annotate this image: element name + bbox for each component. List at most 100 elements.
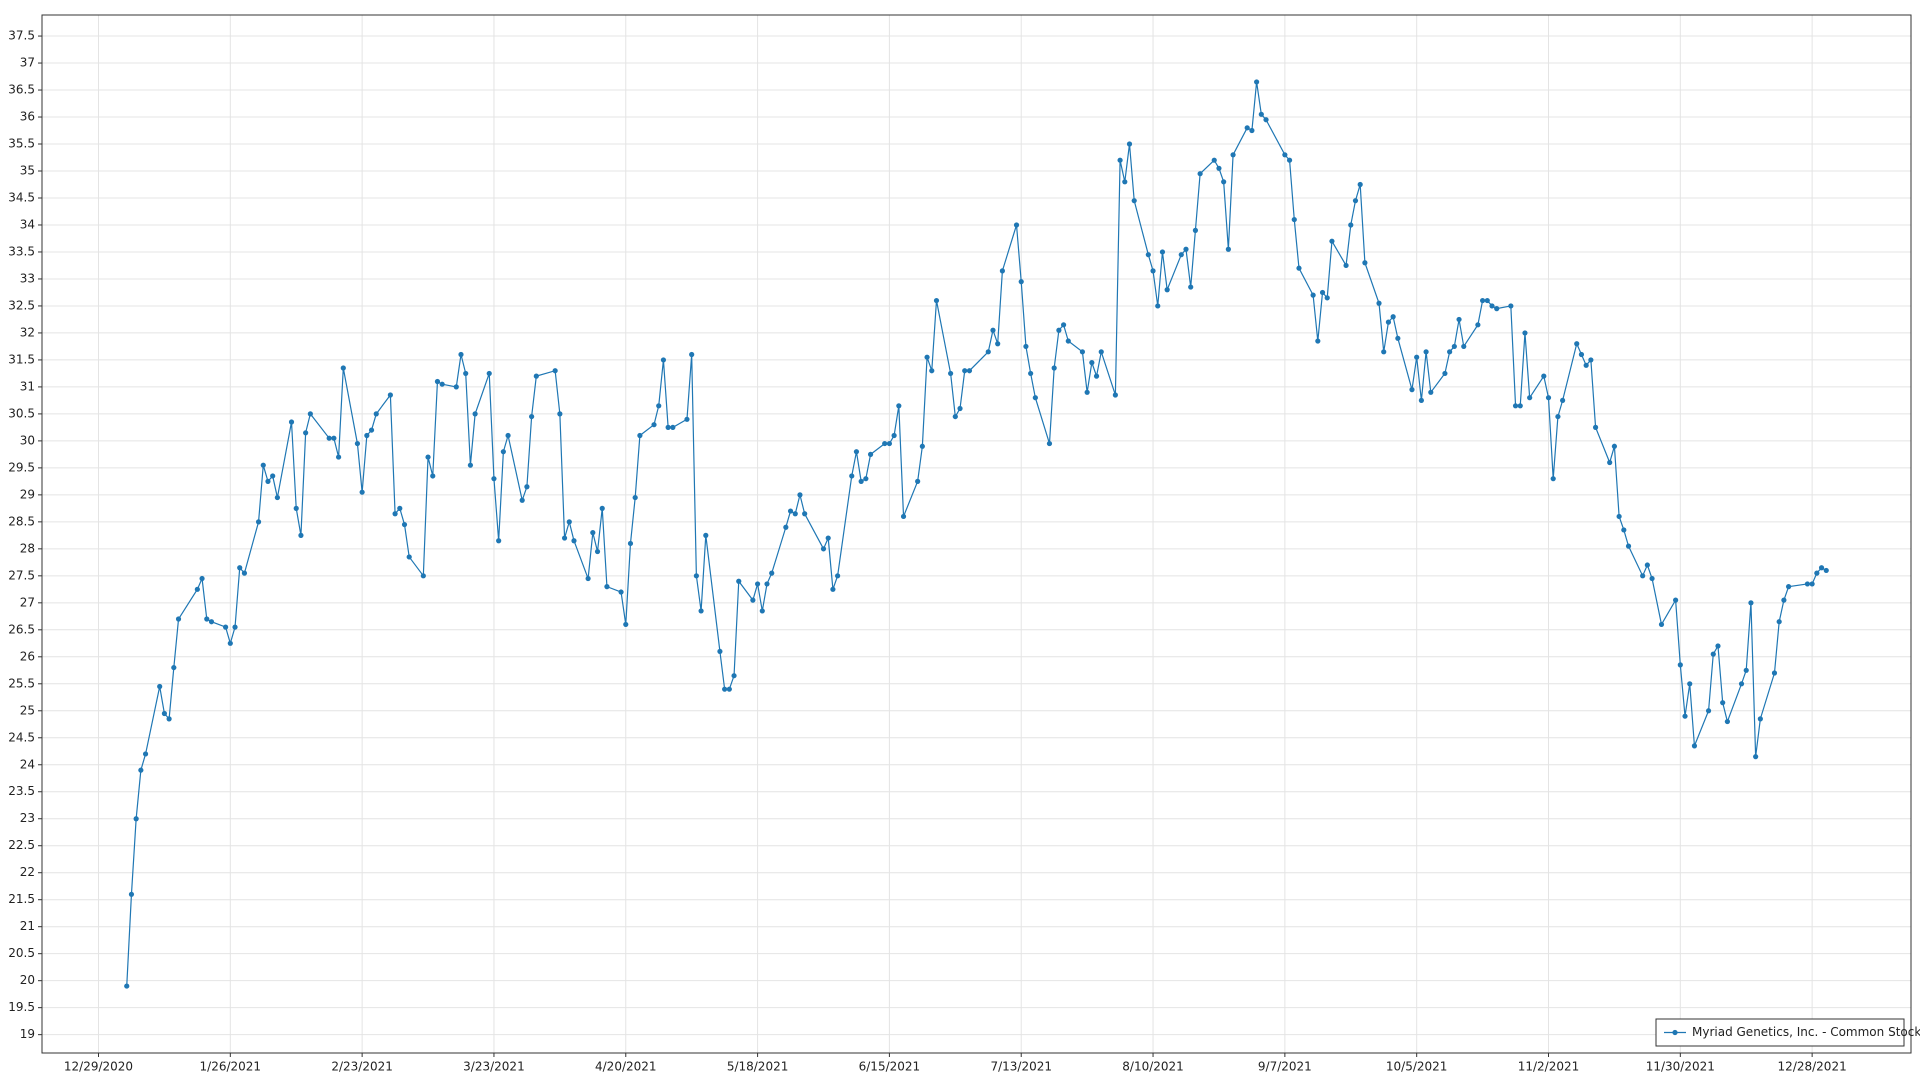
point bbox=[802, 511, 808, 517]
point bbox=[255, 519, 262, 525]
y-tick-label: 21 bbox=[20, 919, 35, 933]
point bbox=[1461, 343, 1467, 350]
point bbox=[637, 432, 643, 439]
point bbox=[1583, 362, 1589, 368]
point bbox=[929, 368, 935, 374]
point bbox=[1263, 117, 1269, 123]
point bbox=[1178, 252, 1184, 258]
point bbox=[698, 608, 704, 614]
y-tick-label: 31.5 bbox=[8, 352, 35, 366]
point bbox=[867, 451, 874, 457]
point bbox=[124, 983, 130, 989]
point bbox=[769, 570, 775, 576]
point bbox=[1517, 403, 1523, 409]
point bbox=[467, 462, 474, 468]
point bbox=[331, 435, 337, 441]
y-tick-label: 33.5 bbox=[8, 244, 35, 258]
point bbox=[1625, 543, 1632, 549]
point bbox=[1013, 222, 1020, 228]
x-tick-label: 7/13/2021 bbox=[990, 1060, 1052, 1074]
point bbox=[820, 546, 827, 552]
point bbox=[1376, 300, 1382, 306]
point bbox=[387, 392, 393, 398]
point bbox=[1093, 373, 1100, 379]
point bbox=[401, 521, 408, 528]
point bbox=[726, 686, 732, 692]
point bbox=[359, 489, 365, 495]
point bbox=[1527, 395, 1533, 401]
y-tick-label: 20.5 bbox=[8, 946, 35, 960]
point bbox=[1738, 681, 1745, 687]
point bbox=[919, 443, 925, 449]
y-tick-label: 29.5 bbox=[8, 460, 35, 474]
point bbox=[731, 673, 737, 679]
point bbox=[783, 524, 789, 530]
y-tick-label: 22 bbox=[20, 865, 35, 879]
point bbox=[1244, 125, 1250, 131]
x-tick-label: 10/5/2021 bbox=[1386, 1060, 1448, 1074]
point bbox=[1089, 360, 1095, 366]
point bbox=[293, 505, 299, 511]
point bbox=[1192, 227, 1199, 233]
point bbox=[957, 405, 963, 412]
point bbox=[1550, 476, 1556, 482]
y-tick-label: 28 bbox=[20, 541, 35, 555]
point bbox=[1221, 179, 1227, 185]
point bbox=[1131, 198, 1137, 204]
y-tick-label: 24 bbox=[20, 757, 35, 771]
point bbox=[1479, 297, 1486, 304]
point bbox=[1456, 316, 1462, 323]
point bbox=[1112, 392, 1118, 398]
point bbox=[825, 535, 831, 541]
point bbox=[594, 548, 601, 555]
point bbox=[237, 565, 243, 571]
x-tick-label: 12/28/2021 bbox=[1778, 1060, 1847, 1074]
y-tick-label: 19.5 bbox=[8, 1000, 35, 1014]
legend-label: Myriad Genetics, Inc. - Common Stock bbox=[1692, 1025, 1920, 1039]
point bbox=[1329, 238, 1335, 244]
y-tick-label: 31 bbox=[20, 379, 35, 393]
y-tick-label: 26 bbox=[20, 649, 35, 663]
point bbox=[1677, 662, 1683, 668]
point bbox=[1682, 713, 1688, 719]
point bbox=[1390, 314, 1396, 320]
point bbox=[948, 370, 954, 377]
point bbox=[199, 575, 205, 582]
x-tick-label: 2/23/2021 bbox=[331, 1060, 393, 1074]
point bbox=[364, 432, 370, 439]
point bbox=[962, 368, 968, 374]
point bbox=[533, 373, 539, 379]
point bbox=[1644, 562, 1650, 568]
point bbox=[128, 891, 135, 897]
point bbox=[303, 430, 309, 436]
point bbox=[754, 581, 761, 587]
point bbox=[335, 454, 342, 460]
point bbox=[288, 419, 295, 425]
point bbox=[1282, 152, 1288, 158]
point bbox=[689, 351, 695, 358]
y-tick-label: 21.5 bbox=[8, 892, 35, 906]
y-tick-label: 23.5 bbox=[8, 784, 35, 798]
x-tick-label: 11/30/2021 bbox=[1646, 1060, 1715, 1074]
point bbox=[161, 710, 168, 717]
point bbox=[1291, 216, 1297, 223]
point bbox=[208, 619, 215, 625]
point bbox=[157, 683, 163, 690]
point bbox=[458, 351, 464, 358]
point bbox=[764, 581, 770, 587]
point bbox=[138, 767, 144, 773]
point bbox=[298, 532, 304, 538]
point bbox=[670, 424, 676, 430]
point bbox=[590, 530, 596, 536]
point bbox=[1079, 349, 1086, 355]
point bbox=[792, 511, 798, 517]
legend-box bbox=[1655, 1018, 1905, 1047]
point bbox=[1781, 597, 1787, 603]
point bbox=[491, 476, 497, 482]
point bbox=[717, 648, 723, 655]
plot-frame bbox=[41, 14, 1912, 1054]
point bbox=[1060, 322, 1067, 328]
x-tick-label: 5/18/2021 bbox=[727, 1060, 789, 1074]
point bbox=[227, 640, 233, 646]
point bbox=[519, 497, 525, 503]
